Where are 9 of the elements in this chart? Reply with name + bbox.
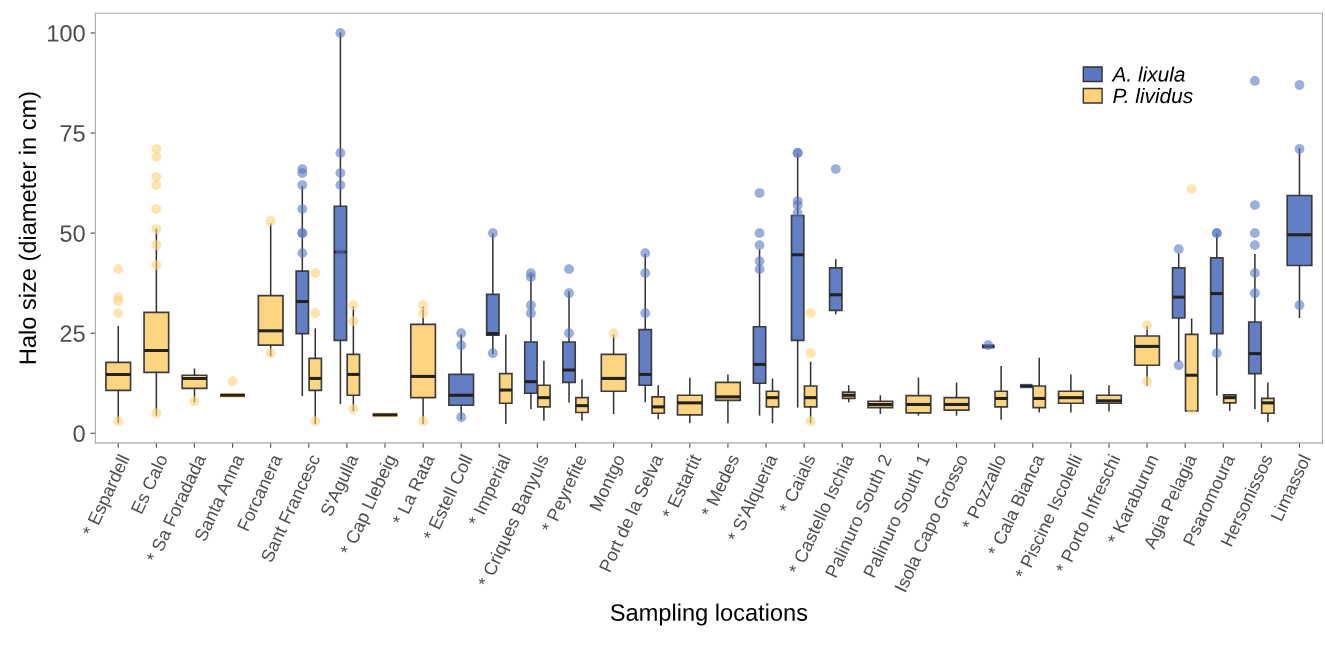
legend-label: A. lixula [1111, 66, 1185, 82]
legend-label: P. lividus [1113, 87, 1193, 104]
x-axis-title: Sampling locations [610, 603, 808, 626]
y-tick-label: 50 [60, 225, 85, 242]
y-tick-label: 0 [73, 425, 85, 443]
y-tick-label: 100 [48, 24, 85, 42]
y-axis-title: Halo size (diameter in cm) [18, 92, 41, 364]
y-tick-label: 75 [60, 125, 85, 142]
y-tick-label: 25 [60, 325, 85, 342]
